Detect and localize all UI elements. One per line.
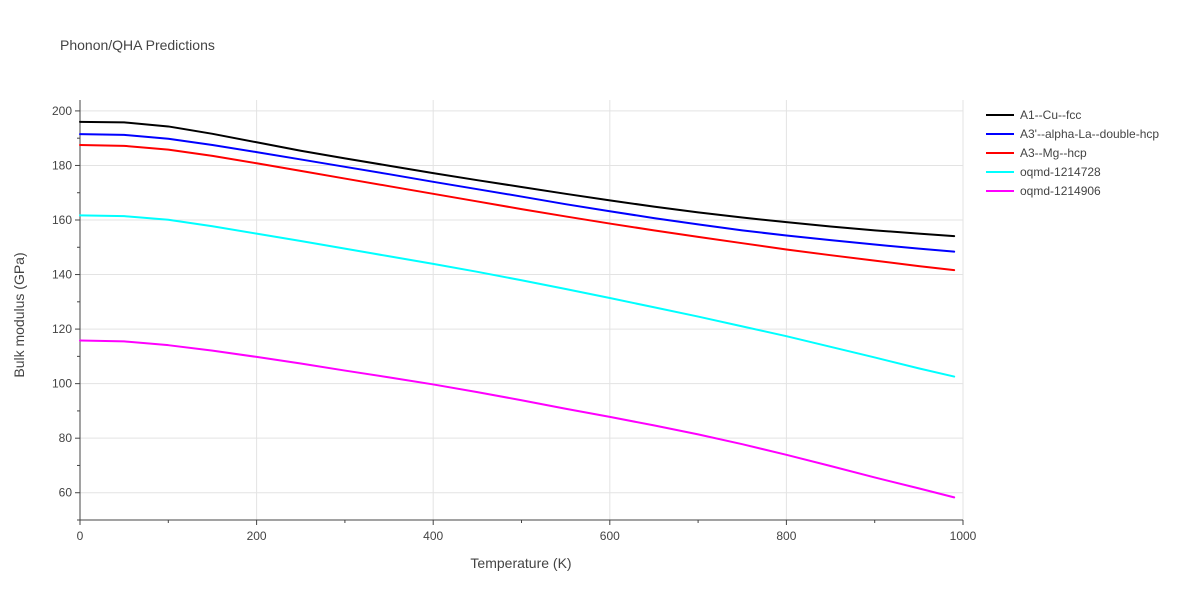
grid	[79, 100, 964, 520]
y-tick-label-4: 140	[52, 268, 72, 282]
x-tick-label-2: 400	[423, 529, 443, 543]
y-tick-label-2: 100	[52, 377, 72, 391]
legend-label-1: A3'--alpha-La--double-hcp	[1020, 127, 1159, 141]
series-line-1	[79, 133, 956, 253]
series-line-0	[79, 120, 956, 238]
axes: 60 80 100 120 140 160 180 200 0 200 400 600 800 1000	[52, 100, 977, 543]
legend-label-2: A3--Mg--hcp	[1020, 146, 1087, 160]
legend-item-0[interactable]: A1--Cu--fcc	[986, 108, 1081, 122]
y-tick-label-7: 200	[52, 104, 72, 118]
x-tick-label-3: 600	[600, 529, 620, 543]
y-tick-label-3: 120	[52, 322, 72, 336]
y-tick-label-5: 160	[52, 213, 72, 227]
series-lines	[79, 120, 956, 499]
series-line-2	[79, 144, 956, 272]
legend-label-4: oqmd-1214906	[1020, 184, 1101, 198]
legend-item-1[interactable]: A3'--alpha-La--double-hcp	[986, 127, 1159, 141]
y-axis-title: Bulk modulus (GPa)	[11, 252, 27, 377]
chart-title: Phonon/QHA Predictions	[60, 37, 215, 53]
y-tick-label-6: 180	[52, 158, 72, 172]
legend: A1--Cu--fcc A3'--alpha-La--double-hcp A3--…	[986, 108, 1159, 198]
series-line-3	[79, 214, 956, 378]
x-tick-label-5: 1000	[950, 529, 977, 543]
legend-item-3[interactable]: oqmd-1214728	[986, 165, 1101, 179]
legend-item-2[interactable]: A3--Mg--hcp	[986, 146, 1087, 160]
series-line-4	[79, 339, 956, 499]
y-tick-label-0: 60	[59, 486, 73, 500]
x-axis-title: Temperature (K)	[470, 555, 571, 571]
legend-label-3: oqmd-1214728	[1020, 165, 1101, 179]
legend-item-4[interactable]: oqmd-1214906	[986, 184, 1101, 198]
x-tick-label-0: 0	[77, 529, 84, 543]
y-tick-label-1: 80	[59, 431, 73, 445]
x-tick-label-1: 200	[247, 529, 267, 543]
legend-label-0: A1--Cu--fcc	[1020, 108, 1081, 122]
x-tick-label-4: 800	[776, 529, 796, 543]
